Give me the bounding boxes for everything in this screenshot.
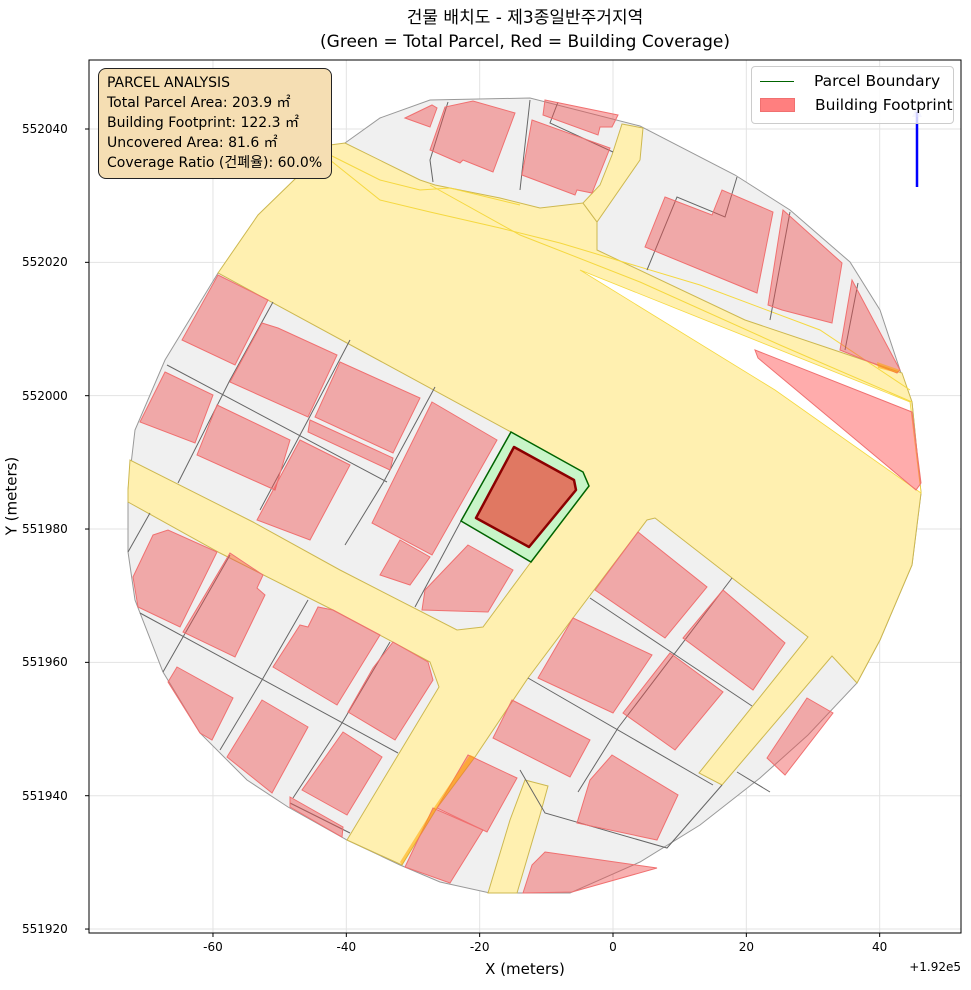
context-building bbox=[542, 99, 619, 136]
context-building bbox=[429, 100, 516, 173]
context-building bbox=[301, 731, 383, 816]
x-tick-label: 20 bbox=[738, 940, 754, 954]
context-building bbox=[403, 104, 438, 128]
analysis-building-footprint: Building Footprint: 122.3 ㎡ bbox=[107, 115, 300, 131]
context-building bbox=[379, 539, 431, 586]
x-tick-label: -20 bbox=[469, 940, 490, 954]
legend-item-parcel-boundary: Parcel Boundary bbox=[760, 72, 940, 90]
context-building bbox=[576, 754, 679, 841]
context-building bbox=[492, 699, 591, 778]
road-centerline bbox=[329, 159, 911, 391]
context-building bbox=[767, 209, 843, 324]
context-building bbox=[421, 544, 514, 613]
legend-label: Building Footprint bbox=[815, 96, 953, 114]
x-tick-label: -60 bbox=[203, 940, 223, 954]
context-building bbox=[644, 189, 774, 294]
site-map bbox=[127, 97, 922, 894]
context-building bbox=[132, 529, 218, 628]
chart-title: 건물 배치도 - 제3종일반주거지역 (Green = Total Parcel… bbox=[89, 6, 961, 54]
y-axis-label: Y (meters) bbox=[2, 456, 21, 536]
y-tick-label: 551940 bbox=[22, 788, 68, 803]
context-building bbox=[229, 322, 338, 418]
axes-frame bbox=[88, 59, 962, 934]
x-axis-label: X (meters) bbox=[485, 960, 565, 978]
context-building bbox=[314, 361, 421, 454]
context-building bbox=[256, 439, 351, 541]
y-tick-label: 552040 bbox=[22, 122, 68, 136]
parcel-lines bbox=[127, 99, 859, 849]
context-building bbox=[754, 349, 922, 491]
analysis-coverage: Coverage Ratio (건폐율): 60.0% bbox=[107, 155, 323, 171]
context-building bbox=[307, 419, 394, 471]
context-building bbox=[682, 589, 786, 691]
road-segment bbox=[582, 123, 644, 223]
x-tick-label: -40 bbox=[336, 940, 357, 954]
x-tick-label: 40 bbox=[872, 940, 888, 954]
context-building bbox=[196, 404, 291, 491]
context-building bbox=[622, 652, 724, 751]
road-network bbox=[127, 142, 922, 866]
legend: Parcel Boundary Building Footprint bbox=[751, 66, 954, 124]
tick-marks bbox=[85, 128, 881, 937]
x-offset-text: +1.92e5 bbox=[909, 960, 961, 974]
y-tick-label: 552000 bbox=[22, 388, 68, 403]
context-building bbox=[182, 552, 266, 658]
y-tick-label: 551980 bbox=[22, 522, 68, 537]
context-building bbox=[766, 697, 834, 776]
analysis-total-parcel: Total Parcel Area: 203.9 ㎡ bbox=[107, 95, 291, 111]
road-centerline bbox=[329, 154, 521, 206]
context-building bbox=[289, 796, 344, 838]
legend-item-building-footprint: Building Footprint bbox=[760, 96, 953, 114]
context-building bbox=[226, 699, 309, 794]
overlap-areas bbox=[400, 362, 900, 865]
road-segment bbox=[487, 779, 549, 894]
context-building bbox=[522, 851, 658, 894]
context-building bbox=[594, 531, 708, 639]
analysis-uncovered: Uncovered Area: 81.6 ㎡ bbox=[107, 135, 278, 151]
context-building bbox=[371, 401, 498, 556]
y-tick-label: 551960 bbox=[22, 655, 68, 670]
context-building bbox=[521, 119, 611, 196]
context-building bbox=[167, 666, 234, 741]
building-footprint-swatch bbox=[760, 98, 795, 112]
context-building bbox=[347, 641, 434, 741]
parcel-boundary-swatch bbox=[760, 80, 794, 82]
analysis-heading: PARCEL ANALYSIS bbox=[107, 75, 231, 91]
y-tick-label: 552020 bbox=[22, 255, 68, 270]
target-building-footprint[interactable] bbox=[474, 445, 578, 549]
y-tick-label: 551920 bbox=[22, 922, 68, 937]
title-line-2: (Green = Total Parcel, Red = Building Co… bbox=[320, 32, 730, 52]
road-centerline bbox=[429, 184, 913, 403]
title-line-1: 건물 배치도 - 제3종일반주거지역 bbox=[406, 8, 644, 28]
context-building bbox=[139, 371, 214, 444]
context-building bbox=[181, 274, 269, 366]
legend-label: Parcel Boundary bbox=[814, 72, 941, 90]
context-building bbox=[537, 617, 653, 714]
parcel-analysis-box: PARCEL ANALYSIS Total Parcel Area: 203.9… bbox=[98, 68, 333, 179]
context-building bbox=[272, 606, 381, 706]
context-buildings bbox=[132, 99, 922, 894]
x-tick-label: 0 bbox=[609, 940, 617, 954]
